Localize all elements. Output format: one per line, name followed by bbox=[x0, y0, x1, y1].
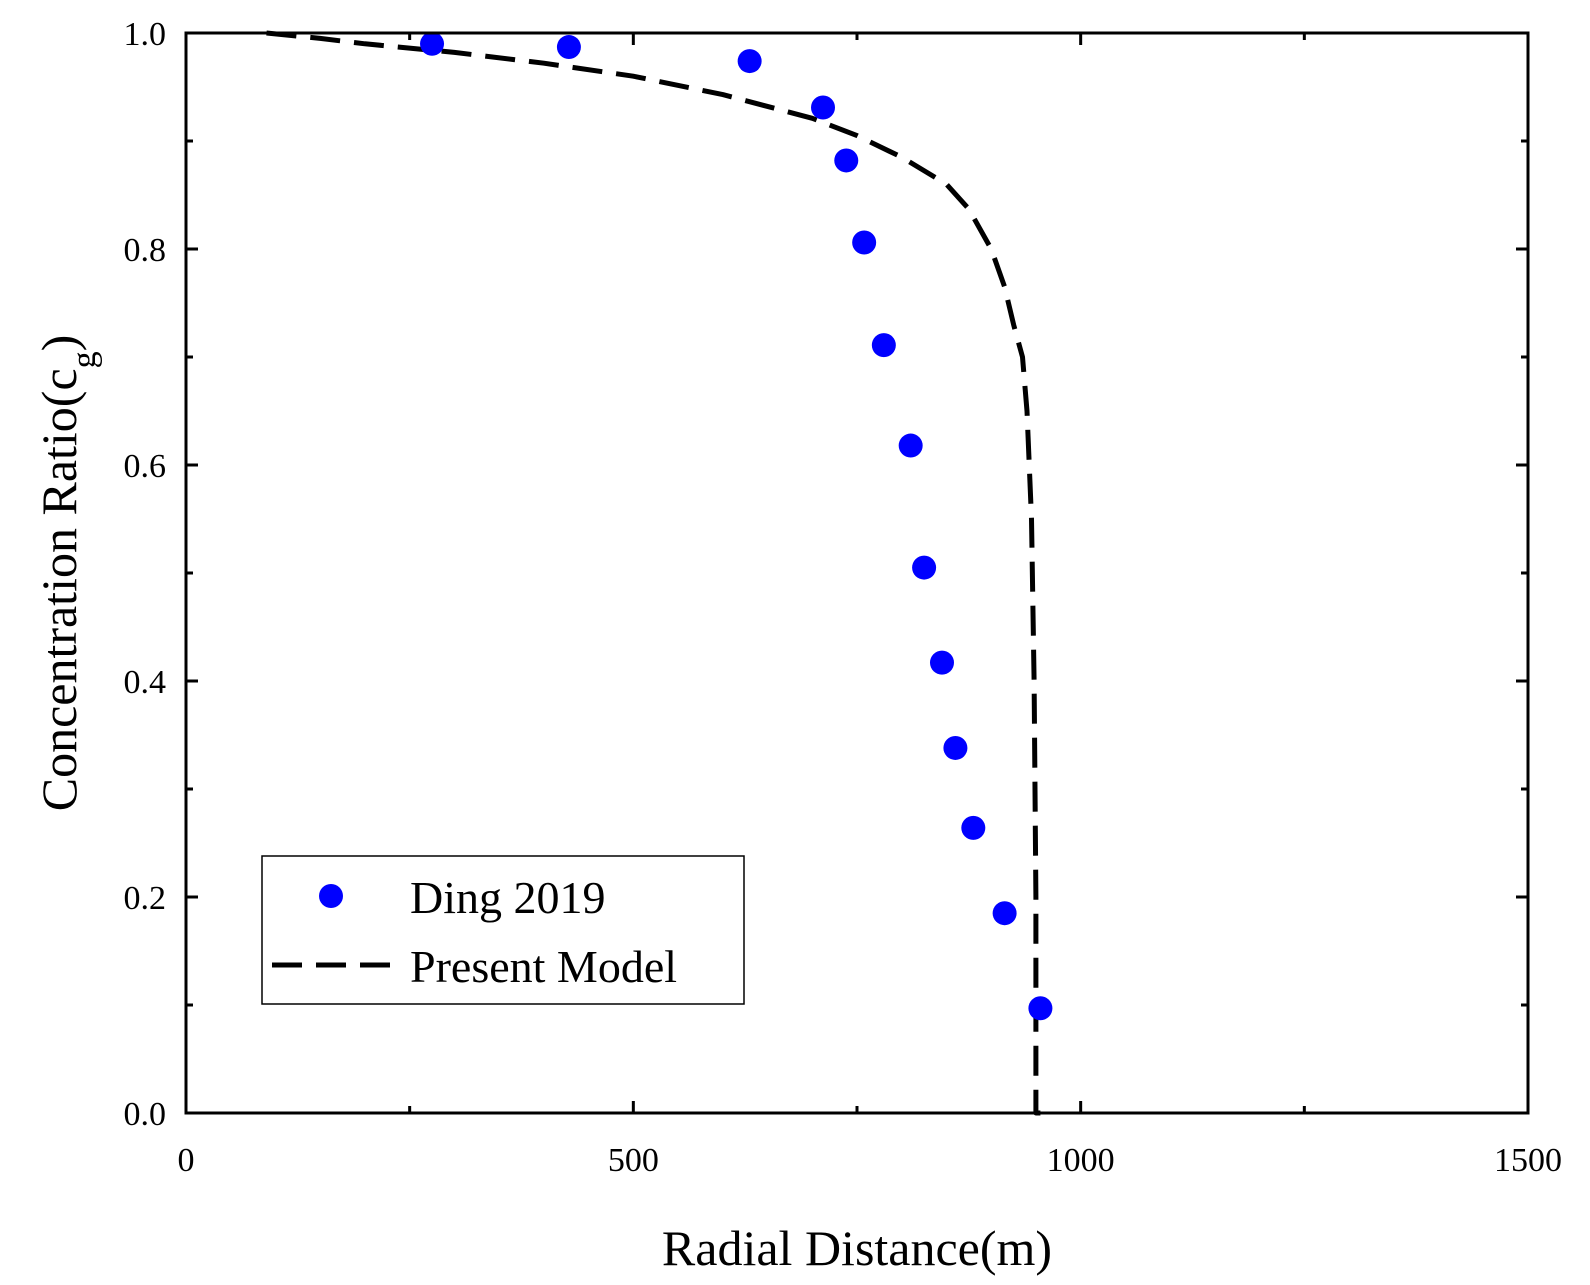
data-point bbox=[852, 230, 877, 255]
y-tick-label: 0.6 bbox=[124, 448, 167, 485]
axis-tick-labels: 0 500 1000 1500 0.0 0.2 0.4 0.6 0.8 1.0 bbox=[124, 16, 1563, 1179]
x-tick-label: 1000 bbox=[1047, 1142, 1115, 1179]
data-point bbox=[420, 31, 445, 56]
y-axis-title-subscript: g bbox=[66, 351, 103, 368]
data-point bbox=[556, 35, 581, 60]
data-point bbox=[737, 49, 762, 74]
y-tick-label: 0.0 bbox=[124, 1096, 167, 1133]
y-axis-title: Concentration Ratio(cg) bbox=[31, 335, 103, 812]
legend-marker-ding-2019 bbox=[319, 884, 343, 908]
plot-frame bbox=[184, 31, 1530, 1115]
y-tick-label: 0.2 bbox=[124, 880, 167, 917]
y-tick-label: 1.0 bbox=[124, 16, 167, 53]
present-model-series bbox=[266, 30, 1041, 1116]
data-point bbox=[929, 650, 954, 675]
x-tick-label: 1500 bbox=[1494, 1142, 1562, 1179]
data-point bbox=[1028, 996, 1053, 1021]
data-point bbox=[871, 333, 896, 358]
legend-label-present-model: Present Model bbox=[410, 941, 677, 992]
y-tick-label: 0.8 bbox=[124, 232, 167, 269]
legend-label-ding-2019: Ding 2019 bbox=[410, 872, 606, 923]
x-tick-label: 500 bbox=[608, 1142, 659, 1179]
y-axis-title-main: Concentration Ratio(c bbox=[31, 368, 87, 811]
data-point bbox=[898, 433, 923, 458]
x-tick-label: 0 bbox=[178, 1142, 195, 1179]
legend: Ding 2019 Present Model bbox=[261, 855, 745, 1005]
data-point bbox=[992, 901, 1017, 926]
y-axis-title-close: ) bbox=[31, 335, 87, 352]
data-point bbox=[834, 148, 859, 173]
x-axis-title: Radial Distance(m) bbox=[662, 1220, 1052, 1276]
data-point bbox=[961, 815, 986, 840]
y-tick-label: 0.4 bbox=[124, 664, 167, 701]
data-point bbox=[811, 95, 836, 120]
present-model-line bbox=[266, 30, 1041, 1116]
data-point bbox=[943, 735, 968, 760]
ding-2019-series bbox=[420, 31, 1053, 1021]
legend-box bbox=[261, 855, 745, 1005]
data-point bbox=[912, 555, 937, 580]
